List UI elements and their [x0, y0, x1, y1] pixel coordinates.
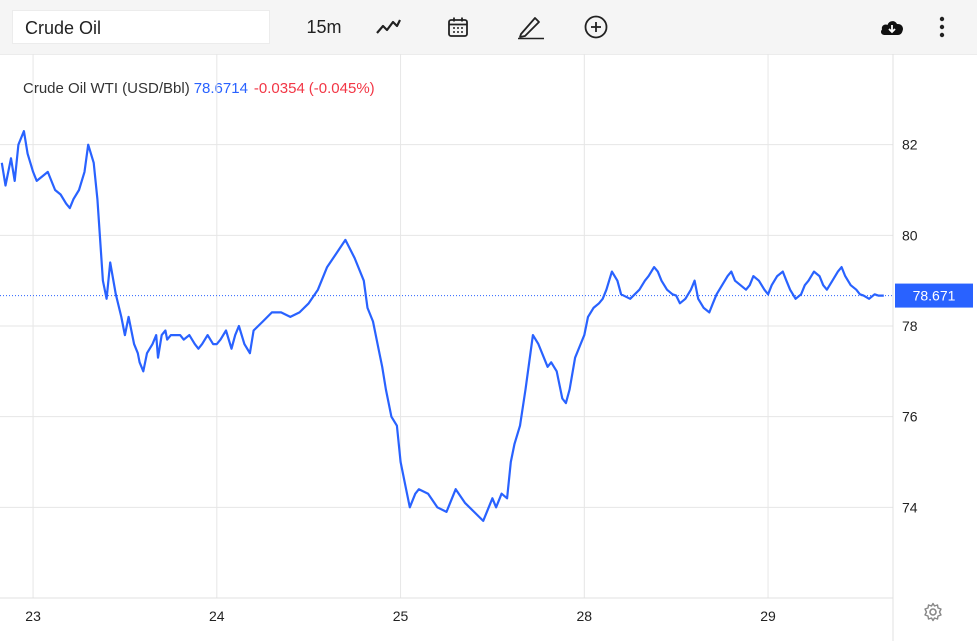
legend-change-percent: (-0.045%): [308, 80, 375, 97]
x-tick-label: 23: [25, 608, 41, 624]
y-tick-label: 80: [902, 227, 918, 243]
calendar-icon[interactable]: [440, 10, 476, 44]
pencil-icon[interactable]: [512, 10, 548, 44]
line-chart-icon[interactable]: [370, 10, 406, 44]
legend-change: -0.0354: [253, 80, 305, 97]
legend-price: 78.6714: [193, 80, 248, 97]
x-tick-label: 29: [760, 608, 776, 624]
chart-toolbar: Crude Oil 15m: [0, 0, 977, 55]
last-price-label: 78.671: [913, 288, 956, 304]
y-tick-label: 76: [902, 409, 918, 425]
legend-symbol-name: Crude Oil WTI (USD/Bbl): [23, 80, 190, 97]
last-price-badge: [895, 283, 973, 308]
cloud-download-icon[interactable]: [874, 10, 910, 44]
interval-button[interactable]: 15m: [306, 16, 342, 37]
y-tick-label: 82: [902, 137, 918, 153]
chart-legend: Crude Oil WTI (USD/Bbl) 78.6714 -0.0354 (-0…: [23, 80, 375, 97]
x-tick-label: 28: [577, 608, 593, 624]
y-tick-label: 74: [902, 499, 918, 515]
x-tick-label: 24: [209, 608, 225, 624]
y-tick-label: 78: [902, 318, 918, 334]
plus-circle-icon[interactable]: [578, 10, 614, 44]
more-vertical-icon[interactable]: [924, 10, 960, 44]
symbol-search-input[interactable]: Crude Oil: [12, 10, 270, 44]
price-series-line: [0, 130, 884, 523]
x-tick-label: 25: [393, 608, 409, 624]
gear-icon[interactable]: [922, 601, 944, 623]
